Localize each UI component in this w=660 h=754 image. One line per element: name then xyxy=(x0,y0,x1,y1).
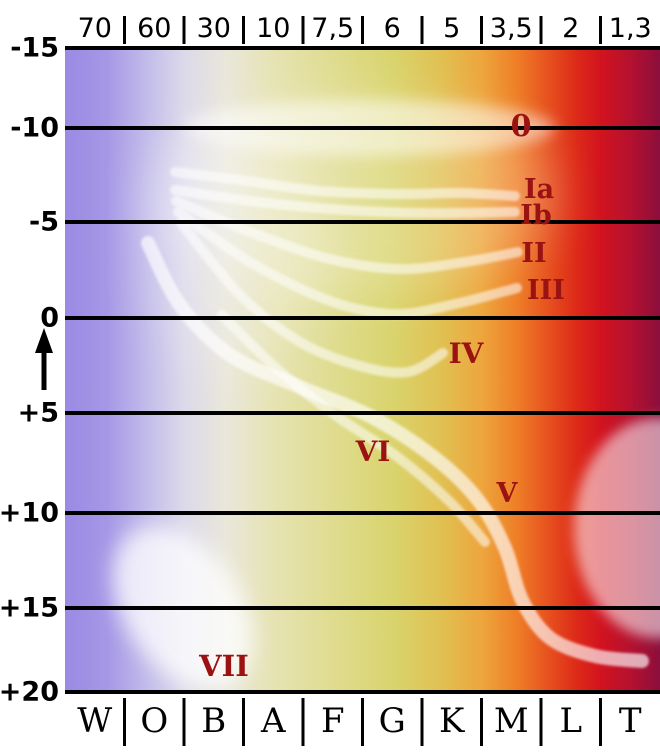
band-curve-III xyxy=(173,207,522,320)
luminosity-class-label-0: 0 xyxy=(511,109,532,144)
left-tick-label: +15 xyxy=(0,592,59,624)
top-tick-label: 2 xyxy=(562,13,580,44)
luminosity-class-label-II: II xyxy=(521,238,546,269)
lower-right-region xyxy=(574,418,660,638)
luminosity-class-label-V: V xyxy=(496,478,519,509)
left-tick-label: -10 xyxy=(10,112,59,144)
band-curve-VI xyxy=(217,310,490,547)
band-curve-Ib xyxy=(170,185,520,219)
top-tick-label: 3,5 xyxy=(489,13,533,44)
left-tick-label: +20 xyxy=(0,676,59,708)
bottom-tick-label: L xyxy=(559,701,583,741)
bottom-tick-label: K xyxy=(439,701,465,741)
luminosity-class-label-Ia: Ia xyxy=(524,174,554,205)
bottom-tick-label: F xyxy=(320,701,345,741)
bottom-tick-label: A xyxy=(260,701,286,741)
left-tick-label: 0 xyxy=(40,302,59,334)
bottom-tick-label: B xyxy=(201,701,227,741)
bottom-tick-label: W xyxy=(77,701,113,741)
top-tick-label: 5 xyxy=(443,13,461,44)
luminosity-class-label-VII: VII xyxy=(198,649,249,683)
top-axis: 70 60 30 10 7,5 6 5 3,5 2 1,3 xyxy=(65,12,660,46)
band-curve-IV xyxy=(176,218,448,378)
top-tick-label: 70 xyxy=(77,13,112,44)
bottom-tick-label: O xyxy=(140,701,169,741)
bottom-tick-label: M xyxy=(493,701,529,741)
top-tick-label: 1,3 xyxy=(608,13,652,44)
top-tick-label: 10 xyxy=(256,13,291,44)
top-tick-label: 7,5 xyxy=(311,13,355,44)
bottom-tick-label: T xyxy=(618,701,642,741)
top-tick-label: 60 xyxy=(137,13,172,44)
luminosity-class-label-VI: VI xyxy=(355,435,391,468)
top-tick-label: 6 xyxy=(383,13,401,44)
left-tick-label: -5 xyxy=(29,206,59,238)
luminosity-class-label-III: III xyxy=(527,275,565,306)
left-tick-label: -15 xyxy=(10,32,59,64)
band-curve-V xyxy=(141,236,649,668)
band-curve-II xyxy=(171,196,523,275)
left-tick-label: +10 xyxy=(0,497,59,529)
magnitude-arrow-head-icon xyxy=(35,328,53,353)
luminosity-class-label-Ib: Ib xyxy=(520,200,552,231)
bottom-tick-label: G xyxy=(378,701,406,741)
top-tick-label: 30 xyxy=(196,13,231,44)
left-tick-label: +5 xyxy=(17,397,59,429)
band-curve-Ia xyxy=(170,167,520,201)
luminosity-class-label-IV: IV xyxy=(449,337,485,370)
